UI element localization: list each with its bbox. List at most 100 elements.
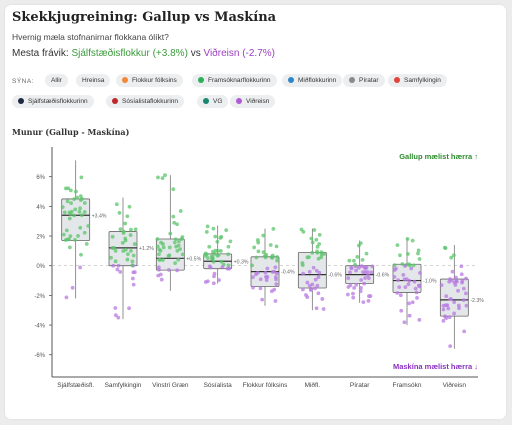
data-point xyxy=(127,306,131,311)
data-point xyxy=(353,262,357,267)
data-point xyxy=(73,207,78,212)
filter-chip-vidreisn[interactable]: Viðreisn xyxy=(230,95,276,108)
data-point xyxy=(251,285,255,290)
data-point xyxy=(113,249,118,253)
data-point xyxy=(417,257,422,261)
filter-chip-sjalfstaedisflokkurinn[interactable]: Sjálfstæðisflokkurinn xyxy=(12,95,94,108)
data-point xyxy=(399,308,404,313)
data-point xyxy=(157,247,162,252)
data-point xyxy=(212,271,217,276)
data-point xyxy=(159,277,164,282)
data-point xyxy=(314,237,319,242)
data-point xyxy=(131,282,136,287)
data-point xyxy=(449,255,454,260)
party-color-dot-icon xyxy=(288,77,294,83)
box-group-3: +0.5% Vinstri Græn xyxy=(152,173,202,389)
data-point xyxy=(63,186,68,191)
data-point xyxy=(254,255,259,260)
data-point xyxy=(396,278,400,283)
data-point xyxy=(464,291,468,296)
data-point xyxy=(417,318,422,322)
data-point xyxy=(398,253,402,258)
data-point xyxy=(345,292,350,297)
data-point xyxy=(409,266,414,271)
data-point xyxy=(347,258,352,263)
annotation-gallup-higher: Gallup mælist hærra ↑ xyxy=(399,152,478,161)
data-point xyxy=(129,249,133,253)
data-point xyxy=(255,270,260,275)
data-point xyxy=(413,286,418,291)
x-tick-label: Samfylkingin xyxy=(105,382,142,389)
data-point xyxy=(311,265,316,270)
data-point xyxy=(64,228,69,233)
y-tick-label: -2% xyxy=(34,294,45,300)
data-point xyxy=(261,233,266,238)
data-point xyxy=(305,280,310,285)
data-point xyxy=(175,248,180,253)
filter-chip-framsoknarflokkurinn[interactable]: Framsóknarflokkurinn xyxy=(192,74,277,87)
data-point xyxy=(358,241,363,246)
party-color-dot-icon xyxy=(203,98,209,104)
data-point xyxy=(272,287,277,292)
mean-label: +0.5% xyxy=(186,256,201,262)
filter-chip-piratar[interactable]: Píratar xyxy=(343,74,385,87)
data-point xyxy=(315,250,320,255)
data-point xyxy=(110,246,115,250)
data-point xyxy=(361,270,365,275)
data-point xyxy=(370,264,375,269)
filter-chip-sosialistaflokkurinn[interactable]: Sósíalistaflokkurinn xyxy=(106,95,184,108)
data-point xyxy=(157,252,161,257)
data-point xyxy=(457,306,461,311)
data-point xyxy=(211,281,216,286)
filter-all-button[interactable]: Allir xyxy=(45,74,68,87)
data-point xyxy=(416,248,421,253)
data-point xyxy=(268,243,273,247)
data-point xyxy=(271,226,276,231)
data-point xyxy=(118,270,123,274)
data-point xyxy=(351,291,355,296)
data-point xyxy=(65,199,70,204)
data-point xyxy=(68,234,73,238)
data-point xyxy=(307,269,312,274)
data-point xyxy=(362,265,367,270)
data-point xyxy=(310,240,315,245)
data-point xyxy=(358,289,363,294)
filter-chip-samfylkingin[interactable]: Samfylkingin xyxy=(388,74,447,87)
data-point xyxy=(441,303,446,308)
data-point xyxy=(111,263,116,268)
data-point xyxy=(362,281,367,286)
data-point xyxy=(256,240,261,245)
data-point xyxy=(407,313,412,318)
data-point xyxy=(316,291,321,296)
data-point xyxy=(163,173,167,178)
x-tick-label: Sósíalista xyxy=(204,382,233,389)
data-point xyxy=(179,237,184,241)
filter-chip-vg[interactable]: VG xyxy=(197,95,229,108)
data-point xyxy=(464,276,468,281)
data-point xyxy=(270,269,275,274)
data-point xyxy=(354,268,358,273)
filter-chip-label: Samfylkingin xyxy=(404,77,441,84)
filter-chip-midflokkurinn[interactable]: Miðflokkurinn xyxy=(282,74,343,87)
data-point xyxy=(316,275,321,280)
data-point xyxy=(265,275,270,279)
data-point xyxy=(402,320,407,325)
filter-clear-button[interactable]: Hreinsa xyxy=(76,74,111,87)
data-point xyxy=(228,239,233,244)
data-point xyxy=(398,293,403,298)
filter-chip-label: Flokkur fólksins xyxy=(132,77,177,84)
data-point xyxy=(226,263,231,268)
data-point xyxy=(60,205,65,209)
data-point xyxy=(175,268,180,273)
data-point xyxy=(401,273,406,277)
filter-chip-flokkur-folksins[interactable]: Flokkur fólksins xyxy=(116,74,183,87)
data-point xyxy=(125,214,130,219)
data-point xyxy=(82,210,87,214)
data-point xyxy=(300,287,305,292)
data-point xyxy=(392,274,397,279)
data-point xyxy=(406,252,410,256)
data-point xyxy=(114,202,119,207)
data-point xyxy=(402,277,407,282)
data-point xyxy=(273,299,278,303)
data-point xyxy=(156,265,161,270)
